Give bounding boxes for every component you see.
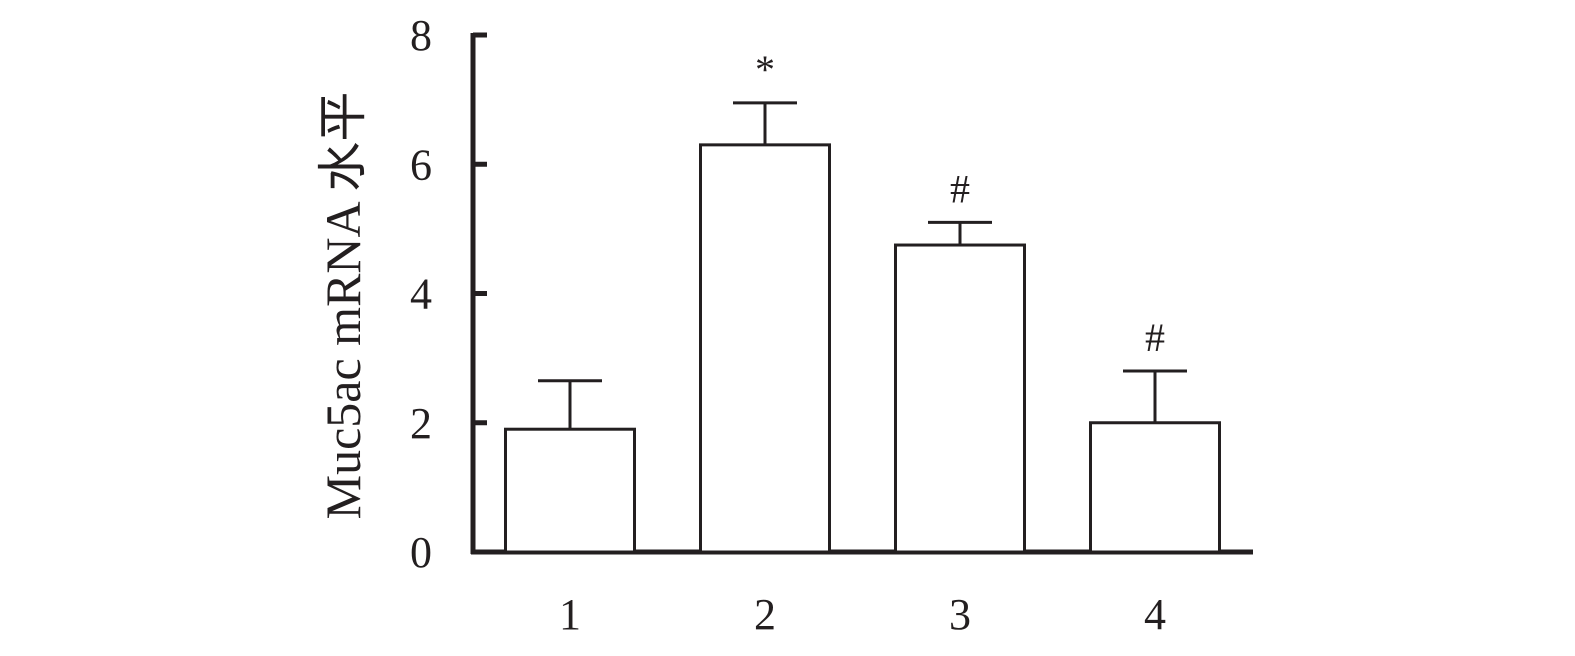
y-axis-title: Muc5ac mRNA 水平 <box>315 92 371 520</box>
x-tick-label: 1 <box>559 590 581 639</box>
x-tick-label: 4 <box>1144 590 1166 639</box>
bar <box>504 427 636 554</box>
significance-mark: # <box>1145 315 1165 360</box>
bar <box>1089 421 1221 554</box>
x-tick-label: 2 <box>754 590 776 639</box>
y-tick-label: 2 <box>410 399 432 448</box>
significance-mark: * <box>755 47 775 92</box>
plot-area: 0 2 4 6 8 1 * 2 #3 #4 <box>410 11 1253 639</box>
y-tick-label: 6 <box>410 140 432 189</box>
y-tick-label: 4 <box>410 270 432 319</box>
bar <box>699 143 831 554</box>
significance-mark: # <box>950 166 970 211</box>
bar <box>894 243 1026 554</box>
y-tick-label: 8 <box>410 11 432 60</box>
x-tick-label: 3 <box>949 590 971 639</box>
y-tick-label: 0 <box>410 528 432 577</box>
